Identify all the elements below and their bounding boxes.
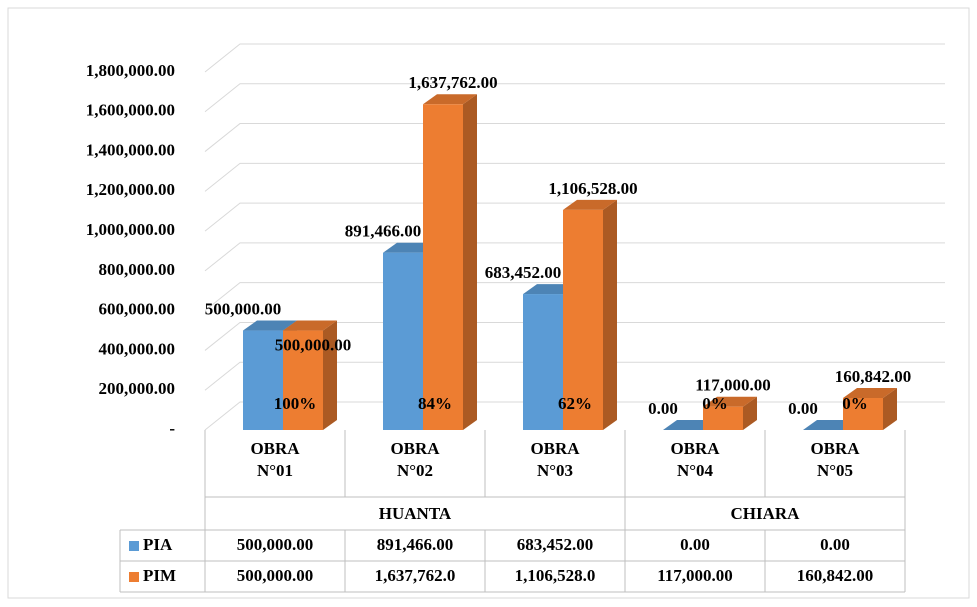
bar [283,330,323,430]
bar [843,398,883,430]
x-tick-label: OBRA N°05 [810,439,860,480]
x-tick-label-line: N°02 [397,461,433,480]
x-tick-label-line: OBRA [250,439,300,458]
bar [383,252,423,430]
x-tick-label-line: OBRA [390,439,440,458]
x-tick-label: OBRA N°01 [250,439,300,480]
x-tick-label: OBRA N°02 [390,439,440,480]
y-tick-label: 1,600,000.00 [86,101,175,120]
y-tick-label: 1,200,000.00 [86,180,175,199]
group-label: CHIARA [731,504,801,523]
x-tick-label-line: OBRA [530,439,580,458]
table-cell: 0.00 [820,535,850,554]
table-cell: 0.00 [680,535,710,554]
group-label: HUANTA [379,504,452,523]
grid-line [204,242,945,272]
bar-top [283,320,337,331]
x-tick-label-line: N°04 [677,461,714,480]
grid-line [204,43,945,73]
table-cell: 160,842.00 [797,566,874,585]
bar-side [883,388,897,430]
value-label: 160,842.00 [835,367,912,386]
bar-side [603,199,617,430]
grid-line [204,123,945,152]
chart-frame [7,7,970,599]
bar-top [243,320,297,331]
y-tick-label: 1,400,000.00 [86,140,175,159]
y-tick-label: 600,000.00 [99,300,176,319]
bar-side [323,320,337,430]
x-tick-label-line: OBRA [810,439,860,458]
grid-line [204,202,945,232]
grid-line [204,162,945,192]
value-label: 891,466.00 [345,222,422,241]
grid-line [204,361,945,391]
bar-top [703,396,757,407]
value-label: 1,106,528.00 [548,179,637,198]
y-tick-label: 1,800,000.00 [86,61,175,80]
bar-side [743,396,757,430]
y-tick-label: 800,000.00 [99,260,176,279]
table-cell: 500,000.00 [237,535,314,554]
value-label: 1,637,762.00 [408,73,497,92]
table-cell: 500,000.00 [237,566,314,585]
grid-line [204,321,945,351]
legend-label: PIM [143,566,176,585]
value-label: 0.00 [648,399,678,418]
bar-top [423,94,477,105]
table-cell: 117,000.00 [657,566,733,585]
bar-top [843,388,897,399]
percent-label: 0% [842,394,868,413]
bar [423,104,463,430]
y-tick-label: 1,000,000.00 [86,220,175,239]
x-tick-label: OBRA N°04 [670,439,720,480]
bar-side [463,94,477,430]
bar [243,330,283,430]
y-tick-label: 200,000.00 [99,379,176,398]
percent-label: 0% [702,394,728,413]
grid-line [204,83,945,113]
value-label: 683,452.00 [485,263,562,282]
y-tick-label: - [169,419,175,438]
table-cell: 1,106,528.0 [515,566,596,585]
legend-label: PIA [143,535,173,554]
legend-key [129,572,139,582]
grid-line [204,282,945,312]
percent-label: 100% [274,394,317,413]
bar [523,294,563,430]
bar [563,209,603,430]
percent-label: 84% [418,394,452,413]
x-tick-label-line: N°03 [537,461,573,480]
table-cell: 1,637,762.0 [375,566,456,585]
x-tick-label-line: N°05 [817,461,853,480]
value-label: 500,000.00 [205,299,282,318]
percent-label: 62% [558,394,592,413]
x-tick-label-line: OBRA [670,439,720,458]
value-label: 117,000.00 [695,376,771,395]
table-cell: 683,452.00 [517,535,594,554]
bar-top [563,199,617,210]
value-label: 500,000.00 [275,335,352,354]
y-tick-label: 400,000.00 [99,339,176,358]
x-tick-label-line: N°01 [257,461,293,480]
table-cell: 891,466.00 [377,535,454,554]
x-tick-label: OBRA N°03 [530,439,580,480]
value-label: 0.00 [788,399,818,418]
bar [703,406,743,430]
legend-key [129,541,139,551]
